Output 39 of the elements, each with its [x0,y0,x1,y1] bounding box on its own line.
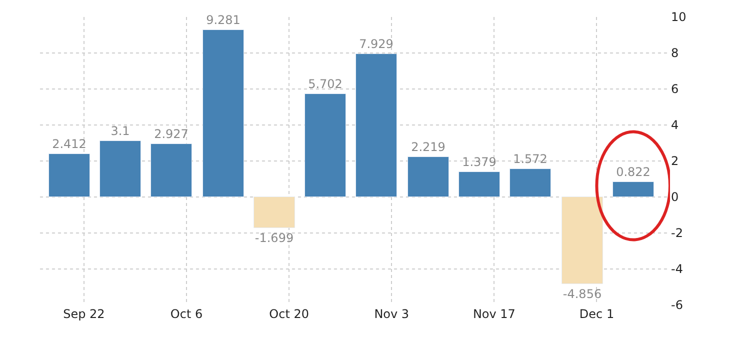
bar [254,196,295,228]
bar [48,154,90,197]
bar [150,144,192,197]
bar [356,54,397,197]
data-label: 2.219 [411,140,446,154]
x-tick-label: Dec 1 [579,307,614,321]
data-label: -1.699 [254,230,294,245]
y-tick-label: 2 [671,154,679,168]
data-label: 9.281 [206,12,240,27]
data-label: 0.822 [616,164,650,179]
y-tick-label: -6 [671,298,683,312]
y-tick-label: -2 [671,226,683,240]
x-tick-label: Oct 20 [269,307,309,321]
y-tick-label: 0 [671,190,679,204]
x-tick-label: Oct 6 [170,307,203,321]
bar [100,140,141,197]
y-tick-label: 6 [671,82,679,96]
bar [304,94,346,197]
bar [202,30,244,197]
y-tick-label: 10 [671,10,686,24]
x-tick-label: Sep 22 [63,307,105,321]
bar [408,156,449,197]
bar [458,172,500,197]
y-tick-label: 4 [671,118,679,132]
data-label: 3.1 [110,124,130,138]
data-label: -4.856 [562,286,602,301]
y-tick-label: 8 [671,46,679,60]
data-label: 1.379 [462,154,496,169]
data-label: 5.702 [308,76,342,91]
bar [510,168,551,197]
data-label: 2.412 [52,136,86,151]
data-label: 7.929 [359,36,394,51]
y-tick-label: -4 [671,262,683,276]
data-label: 2.927 [154,126,188,141]
x-tick-label: Nov 17 [472,307,516,321]
bar [612,182,654,197]
x-tick-label: Nov 3 [374,307,410,321]
bar [562,196,603,284]
data-label: 1.572 [513,152,548,166]
